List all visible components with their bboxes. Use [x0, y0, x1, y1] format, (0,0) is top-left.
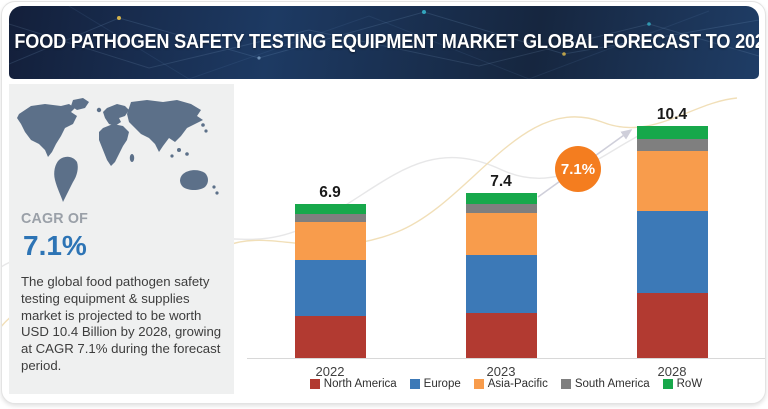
legend-label: Asia-Pacific: [487, 378, 548, 390]
bar-segment-south-america-2028: [636, 139, 708, 151]
legend-label: Europe: [423, 378, 461, 390]
bar-total-label-2023: 7.4: [490, 172, 512, 190]
page-title: FOOD PATHOGEN SAFETY TESTING EQUIPMENT M…: [14, 31, 759, 53]
bar-segment-north-america-2028: [636, 293, 708, 358]
legend-item-south-america: South America: [560, 378, 650, 390]
summary-panel: CAGR OF 7.1% The global food pathogen sa…: [9, 84, 234, 394]
x-axis-label-2028: 2028: [657, 364, 687, 379]
bar-segment-asia-pacific-2022: [294, 221, 366, 260]
legend-item-row: RoW: [662, 378, 703, 390]
legend-label: North America: [323, 378, 397, 390]
bar-segment-south-america-2023: [465, 204, 537, 213]
cagr-heading: CAGR OF: [21, 210, 89, 227]
market-summary-text: The global food pathogen safety testing …: [21, 274, 222, 373]
bar-total-label-2022: 6.9: [319, 184, 341, 202]
cagr-percentage: 7.1%: [23, 230, 87, 261]
x-axis-label-2022: 2022: [315, 364, 345, 379]
stacked-bar-2023: [465, 192, 537, 358]
legend-item-europe: Europe: [409, 378, 461, 390]
legend-swatch-icon: [309, 379, 320, 389]
x-axis-line: [247, 358, 765, 359]
title-bar: FOOD PATHOGEN SAFETY TESTING EQUIPMENT M…: [9, 6, 759, 79]
bar-segment-north-america-2023: [465, 313, 537, 358]
chart-legend: North America Europe Asia-Pacific South Ame…: [247, 378, 765, 390]
bar-segment-europe-2028: [636, 210, 708, 294]
legend-label: South America: [574, 378, 650, 390]
bar-segment-asia-pacific-2023: [465, 213, 537, 256]
bar-segment-asia-pacific-2028: [636, 150, 708, 211]
legend-swatch-icon: [560, 379, 571, 389]
bar-segment-north-america-2022: [294, 315, 366, 358]
legend-label: RoW: [676, 378, 703, 390]
bar-segment-row-2022: [294, 204, 366, 215]
bar-segment-south-america-2022: [294, 214, 366, 222]
stacked-bar-2028: [636, 126, 708, 358]
growth-rate-badge: 7.1%: [555, 146, 601, 192]
bar-segment-europe-2023: [465, 255, 537, 314]
network-background-decoration: [9, 6, 759, 79]
legend-swatch-icon: [409, 379, 420, 389]
stacked-bar-2022: [294, 204, 366, 358]
x-axis-label-2023: 2023: [486, 364, 516, 379]
legend-swatch-icon: [662, 379, 673, 389]
bar-total-label-2028: 10.4: [656, 105, 688, 123]
bar-segment-europe-2022: [294, 259, 366, 316]
legend-swatch-icon: [473, 379, 484, 389]
world-map-illustration: [17, 98, 219, 202]
legend-item-asia-pacific: Asia-Pacific: [473, 378, 548, 390]
bar-segment-row-2028: [636, 126, 708, 140]
bar-segment-row-2023: [465, 192, 537, 205]
legend-item-north-america: North America: [309, 378, 397, 390]
